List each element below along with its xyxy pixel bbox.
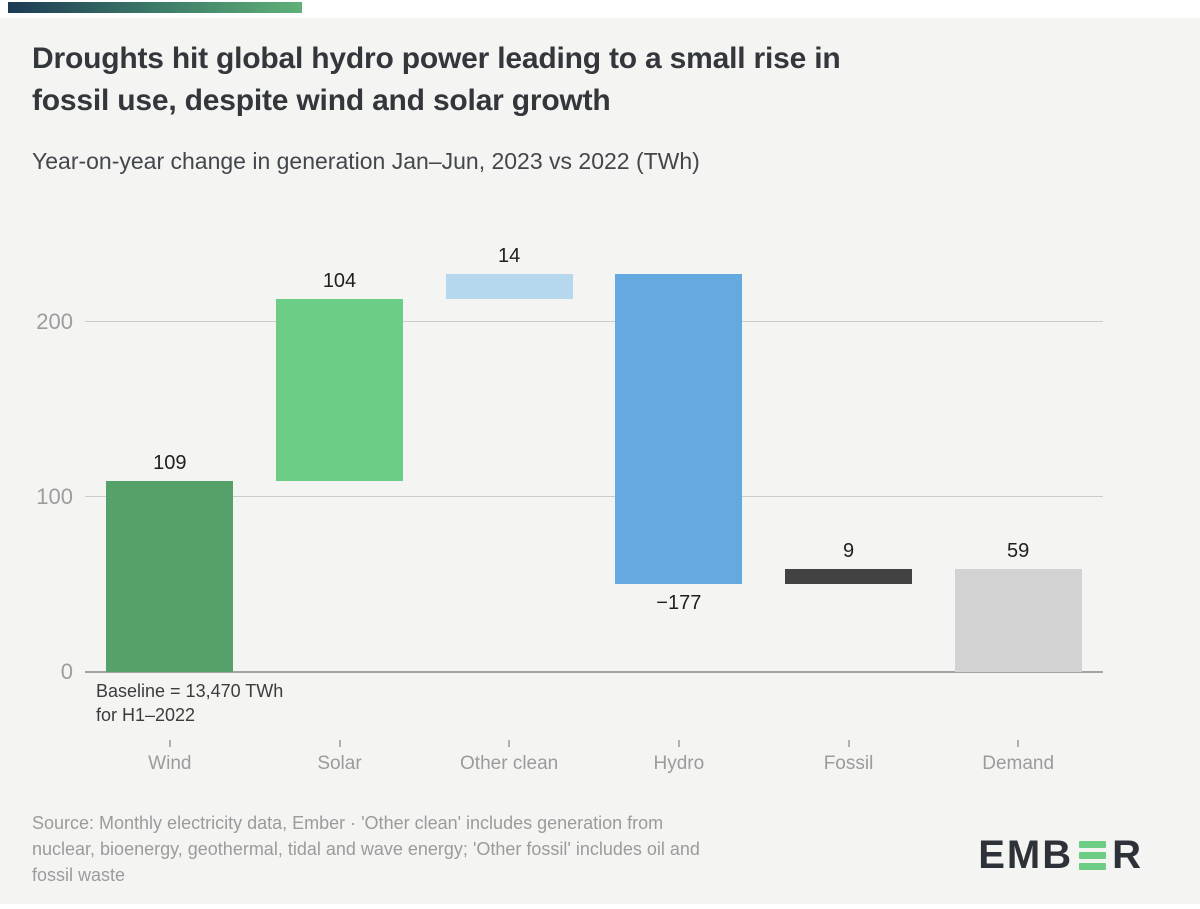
value-label-wind: 109 xyxy=(153,451,187,474)
ember-logo-text-emb: EMB xyxy=(978,833,1074,877)
bar-wind xyxy=(106,480,234,672)
value-label-hydro: −177 xyxy=(656,592,702,615)
category-tick-other-clean xyxy=(508,740,511,747)
category-label-solar: Solar xyxy=(317,753,362,774)
category-tick-solar xyxy=(338,740,341,747)
bar-other-clean xyxy=(445,274,573,299)
baseline-annotation-line1: Baseline = 13,470 TWh xyxy=(96,681,284,701)
category-label-demand: Demand xyxy=(982,753,1055,774)
chart-title-line1: Droughts hit global hydro power leading … xyxy=(32,42,841,75)
category-label-fossil: Fossil xyxy=(823,753,874,774)
bar-hydro xyxy=(615,274,743,585)
baseline-annotation-line2: for H1–2022 xyxy=(96,705,196,725)
ember-logo: EMB R xyxy=(978,833,1143,877)
category-tick-demand xyxy=(1017,740,1020,747)
category-label-wind: Wind xyxy=(148,753,192,774)
card-background xyxy=(0,18,1200,904)
bar-demand xyxy=(954,568,1082,672)
source-note: Source: Monthly electricity data, Ember … xyxy=(32,810,912,888)
value-label-fossil: 9 xyxy=(842,539,855,562)
category-tick-wind xyxy=(168,740,171,747)
chart-title-line2: fossil use, despite wind and solar growt… xyxy=(32,84,611,117)
y-axis-label-0: 0 xyxy=(60,659,73,684)
value-label-other-clean: 14 xyxy=(498,245,521,268)
source-line1: Source: Monthly electricity data, Ember … xyxy=(32,813,664,833)
y-axis-label-100: 100 xyxy=(36,483,73,509)
gridline-200 xyxy=(85,320,1103,322)
source-line3: fossil waste xyxy=(32,865,126,885)
category-tick-fossil xyxy=(847,740,850,747)
bar-fossil xyxy=(785,568,912,585)
y-axis-label-200: 200 xyxy=(36,308,73,334)
category-tick-hydro xyxy=(677,740,680,747)
ember-logo-text-r: R xyxy=(1112,833,1143,877)
ember-logo-e-bars-icon xyxy=(1079,840,1107,870)
value-label-solar: 104 xyxy=(322,269,357,292)
source-line2: nuclear, bioenergy, geothermal, tidal an… xyxy=(32,839,700,859)
brand-gradient-strip xyxy=(8,2,302,13)
gridline-0 xyxy=(85,671,1103,673)
category-label-other-clean: Other clean xyxy=(460,753,559,774)
chart-subtitle: Year-on-year change in generation Jan–Ju… xyxy=(32,148,700,174)
bar-solar xyxy=(276,298,403,481)
chart-title: Droughts hit global hydro power leading … xyxy=(32,38,1152,122)
category-label-hydro: Hydro xyxy=(653,753,705,774)
gridline-100 xyxy=(85,495,1103,498)
value-label-demand: 59 xyxy=(1007,539,1030,562)
baseline-annotation: Baseline = 13,470 TWh for H1–2022 xyxy=(96,679,283,727)
